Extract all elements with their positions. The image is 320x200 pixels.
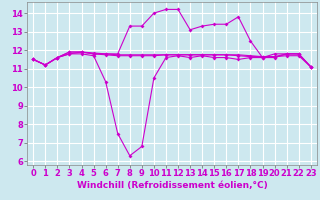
X-axis label: Windchill (Refroidissement éolien,°C): Windchill (Refroidissement éolien,°C) <box>76 181 268 190</box>
